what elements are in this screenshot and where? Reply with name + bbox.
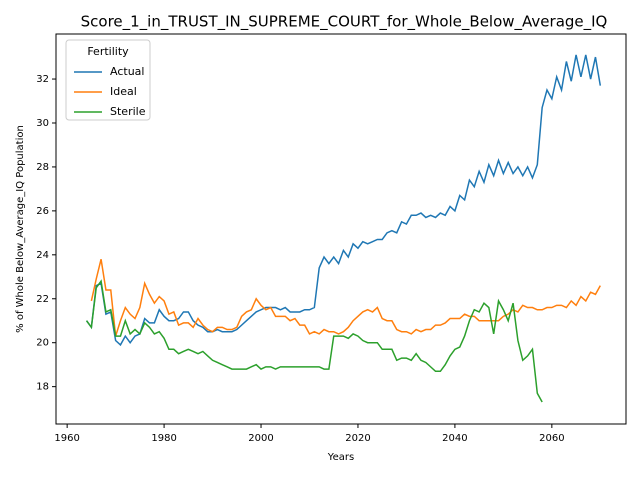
y-axis-label: % of Whole Below_Average_IQ Population xyxy=(15,125,26,333)
x-tick-label: 2020 xyxy=(345,433,370,444)
y-tick-label: 30 xyxy=(36,118,49,129)
y-tick-label: 26 xyxy=(36,206,49,217)
legend-box xyxy=(65,39,151,121)
chart-title: Score_1_in_TRUST_IN_SUPREME_COURT_for_Wh… xyxy=(81,13,608,32)
legend-label: Ideal xyxy=(110,85,137,98)
y-tick-label: 24 xyxy=(36,250,49,261)
plot-area xyxy=(55,33,627,425)
series-line xyxy=(85,54,602,347)
x-tick-label: 2000 xyxy=(248,433,273,444)
legend-label: Actual xyxy=(110,65,144,78)
x-tick-label: 1980 xyxy=(151,433,176,444)
x-tick-label: 2040 xyxy=(442,433,467,444)
legend-title: Fertility xyxy=(87,45,129,58)
series-line xyxy=(90,259,601,337)
legend: Fertility Actual Ideal Sterile xyxy=(65,39,151,121)
y-tick-label: 32 xyxy=(36,74,49,85)
y-tick-label: 28 xyxy=(36,162,49,173)
y-tick-label: 20 xyxy=(36,338,49,349)
series-line xyxy=(85,279,543,403)
x-axis-label: Years xyxy=(327,452,354,463)
y-tick-label: 18 xyxy=(36,382,49,393)
y-tick-label: 22 xyxy=(36,294,49,305)
x-tick-label: 1960 xyxy=(54,433,79,444)
legend-label: Sterile xyxy=(110,105,146,118)
x-tick-label: 2060 xyxy=(539,433,564,444)
